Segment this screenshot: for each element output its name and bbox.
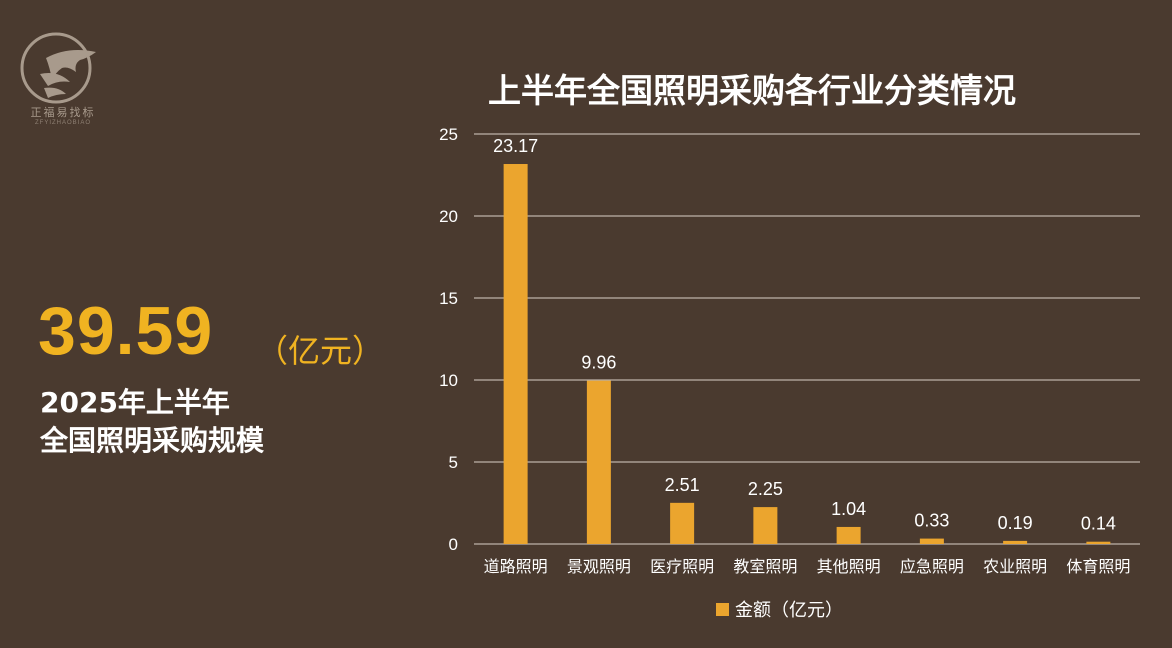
bar — [1003, 540, 1028, 544]
x-tick-label: 体育照明 — [1066, 557, 1130, 576]
y-tick-label: 25 — [439, 125, 458, 144]
data-label: 9.96 — [581, 353, 616, 373]
data-label: 0.14 — [1081, 514, 1116, 534]
bar — [503, 164, 528, 544]
legend: 金额（亿元） — [716, 596, 843, 622]
x-tick-label: 农业照明 — [983, 557, 1047, 576]
y-tick-label: 10 — [439, 371, 458, 390]
data-label: 0.19 — [998, 513, 1033, 533]
summary-line1: 2025年上半年 — [40, 386, 230, 419]
bar — [670, 502, 695, 544]
x-tick-label: 应急照明 — [900, 557, 964, 576]
bar — [919, 538, 944, 544]
bar — [836, 526, 861, 544]
logo-name: 正福易找标 — [30, 106, 96, 119]
y-tick-label: 20 — [439, 207, 458, 226]
x-tick-label: 其他照明 — [817, 557, 881, 576]
logo — [18, 28, 108, 132]
data-label: 2.25 — [748, 479, 783, 499]
total-unit: （亿元） — [256, 332, 385, 370]
data-label: 0.33 — [914, 511, 949, 531]
data-label: 2.51 — [665, 475, 700, 495]
y-tick-label: 5 — [449, 453, 458, 472]
chart-title: 上半年全国照明采购各行业分类情况 — [488, 71, 1016, 110]
legend-swatch — [716, 602, 729, 616]
bar — [1086, 541, 1111, 544]
bar — [753, 507, 778, 544]
eagle-logo-icon — [20, 32, 96, 104]
x-tick-label: 道路照明 — [484, 557, 548, 576]
y-tick-label: 0 — [449, 535, 458, 554]
legend-label: 金额（亿元） — [735, 600, 843, 621]
summary-line2: 全国照明采购规模 — [40, 424, 265, 457]
x-tick-label: 景观照明 — [567, 557, 631, 576]
data-label: 23.17 — [493, 136, 538, 156]
bar — [586, 380, 611, 544]
y-tick-label: 15 — [439, 289, 458, 308]
logo-subtitle: ZFYIZHAOBIAO — [34, 120, 91, 126]
total-value: 39.59 — [38, 293, 214, 369]
x-tick-label: 医疗照明 — [650, 557, 714, 576]
data-label: 1.04 — [831, 499, 866, 519]
x-tick-label: 教室照明 — [733, 557, 797, 576]
